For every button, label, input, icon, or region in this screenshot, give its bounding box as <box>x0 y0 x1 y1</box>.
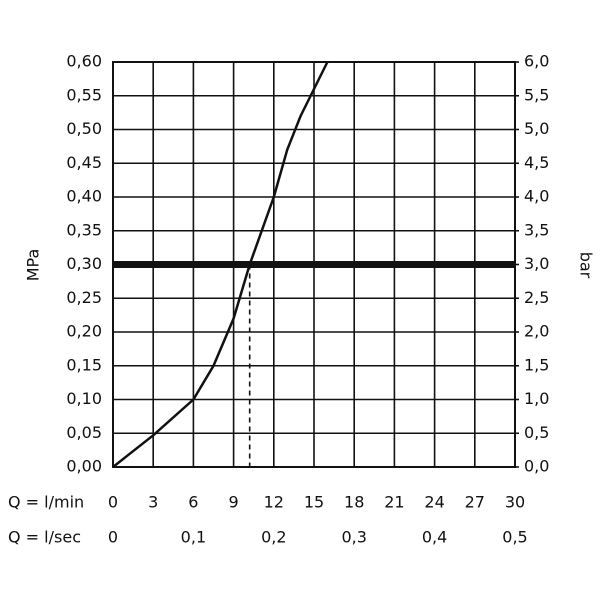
y-tick-label: 0,00 <box>66 457 102 476</box>
x2-tick-label: 0,4 <box>422 528 447 547</box>
y-tick-label: 0,30 <box>66 254 102 273</box>
y2-axis-label: bar <box>577 252 596 279</box>
x-tick-label: 12 <box>264 493 284 512</box>
y-tick-label: 0,35 <box>66 220 102 239</box>
y2-tick-label: 1,5 <box>524 355 549 374</box>
x2-tick-label: 0,3 <box>341 528 366 547</box>
y2-tick-label: 2,0 <box>524 322 549 341</box>
y-tick-label: 0,10 <box>66 389 102 408</box>
x2-tick-label: 0 <box>108 528 118 547</box>
y-tick-label: 0,55 <box>66 85 102 104</box>
x2-tick-label: 0,5 <box>502 528 527 547</box>
y2-tick-label: 1,0 <box>524 389 549 408</box>
y-tick-label: 0,40 <box>66 187 102 206</box>
y2-tick-label: 6,0 <box>524 52 549 71</box>
y-tick-label: 0,45 <box>66 153 102 172</box>
x-tick-label: 24 <box>424 493 444 512</box>
x-tick-label: 0 <box>108 493 118 512</box>
y-tick-label: 0,50 <box>66 119 102 138</box>
x-axis-label: Q = l/min <box>8 493 84 512</box>
x-tick-label: 30 <box>505 493 525 512</box>
y-tick-label: 0,25 <box>66 288 102 307</box>
y2-tick-label: 4,5 <box>524 153 549 172</box>
x-tick-label: 27 <box>465 493 485 512</box>
x-tick-label: 18 <box>344 493 364 512</box>
y2-tick-label: 5,5 <box>524 85 549 104</box>
y-tick-label: 0,20 <box>66 322 102 341</box>
curve <box>112 61 329 468</box>
x-tick-label: 9 <box>229 493 239 512</box>
y2-tick-label: 4,0 <box>524 187 549 206</box>
x-tick-label: 15 <box>304 493 324 512</box>
x-tick-label: 21 <box>384 493 404 512</box>
x2-tick-label: 0,1 <box>181 528 206 547</box>
y-tick-label: 0,60 <box>66 52 102 71</box>
y2-tick-label: 2,5 <box>524 288 549 307</box>
x-tick-label: 6 <box>188 493 198 512</box>
y2-tick-label: 0,5 <box>524 423 549 442</box>
x2-tick-label: 0,2 <box>261 528 286 547</box>
x2-axis-label: Q = l/sec <box>8 528 81 547</box>
y-tick-label: 0,05 <box>66 423 102 442</box>
y2-tick-label: 3,0 <box>524 254 549 273</box>
y-tick-label: 0,15 <box>66 355 102 374</box>
y-axis-label: MPa <box>24 249 43 282</box>
y2-tick-label: 0,0 <box>524 457 549 476</box>
y2-tick-label: 3,5 <box>524 220 549 239</box>
x-tick-label: 3 <box>148 493 158 512</box>
y2-tick-label: 5,0 <box>524 119 549 138</box>
